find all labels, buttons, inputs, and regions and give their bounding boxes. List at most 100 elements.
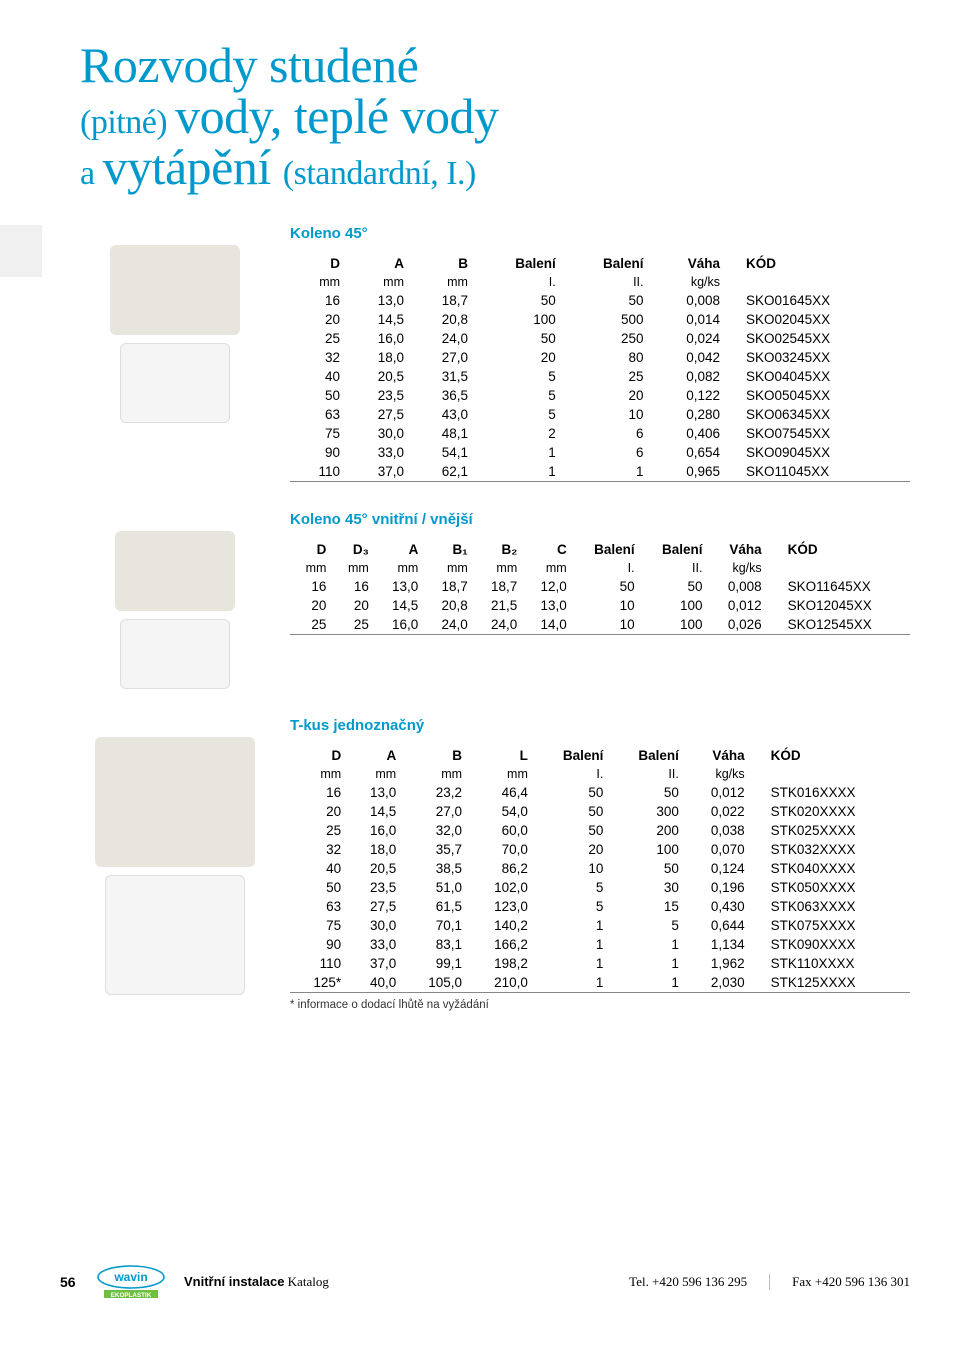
table-koleno-45-vnitrni: DD₃AB₁B₂CBaleníBaleníVáhaKÓDmmmmmmmmmmmm… bbox=[290, 540, 910, 636]
table-cell: 0,038 bbox=[685, 821, 751, 840]
table-cell: 20 bbox=[290, 310, 346, 329]
table-cell: 16 bbox=[290, 577, 332, 596]
table-cell: 63 bbox=[290, 405, 346, 424]
table-cell: 24,0 bbox=[474, 615, 523, 635]
table-cell: SKO05045XX bbox=[726, 386, 910, 405]
table-cell: 27,0 bbox=[410, 348, 474, 367]
table-cell: 5 bbox=[474, 386, 562, 405]
table-cell: 14,5 bbox=[375, 596, 424, 615]
table-cell: 13,0 bbox=[375, 577, 424, 596]
table-cell: 1 bbox=[609, 973, 684, 993]
table-row: 2516,032,060,0502000,038STK025XXXX bbox=[290, 821, 910, 840]
table-cell: 70,1 bbox=[402, 916, 468, 935]
table-row: 161613,018,718,712,050500,008SKO11645XX bbox=[290, 577, 910, 596]
table-cell: 27,0 bbox=[402, 802, 468, 821]
table-cell: 100 bbox=[609, 840, 684, 859]
table-cell: 20,8 bbox=[424, 596, 473, 615]
table-cell: 27,5 bbox=[346, 405, 410, 424]
col-header: KÓD bbox=[768, 540, 910, 559]
col-unit: kg/ks bbox=[708, 559, 767, 577]
col-unit: mm bbox=[290, 559, 332, 577]
col-header: KÓD bbox=[726, 254, 910, 273]
table-row: 3218,035,770,0201000,070STK032XXXX bbox=[290, 840, 910, 859]
table-cell: 50 bbox=[290, 386, 346, 405]
table-cell: 0,012 bbox=[685, 783, 751, 802]
section-title: T-kus jednoznačný bbox=[290, 717, 910, 734]
table-cell: 27,5 bbox=[347, 897, 402, 916]
table-cell: 51,0 bbox=[402, 878, 468, 897]
table-cell: 0,965 bbox=[650, 462, 727, 482]
table-row: 7530,048,1260,406SKO07545XX bbox=[290, 424, 910, 443]
table-cell: 40,0 bbox=[347, 973, 402, 993]
table-cell: 0,196 bbox=[685, 878, 751, 897]
col-header: Balení bbox=[573, 540, 641, 559]
table-cell: 23,5 bbox=[346, 386, 410, 405]
table-cell: 25 bbox=[290, 615, 332, 635]
col-header: Váha bbox=[708, 540, 767, 559]
col-header: D bbox=[290, 254, 346, 273]
col-unit: mm bbox=[290, 765, 347, 783]
table-cell: 16 bbox=[332, 577, 374, 596]
table-cell: 46,4 bbox=[468, 783, 534, 802]
table-cell: 0,644 bbox=[685, 916, 751, 935]
col-unit: mm bbox=[523, 559, 572, 577]
table-row: 7530,070,1140,2150,644STK075XXXX bbox=[290, 916, 910, 935]
col-header: Balení bbox=[609, 746, 684, 765]
table-cell: 100 bbox=[641, 615, 709, 635]
table-cell: 83,1 bbox=[402, 935, 468, 954]
title-line3-b: (standardní, I.) bbox=[283, 155, 476, 192]
table-cell: 13,0 bbox=[346, 291, 410, 310]
table-cell: STK020XXXX bbox=[751, 802, 910, 821]
table-cell: 0,070 bbox=[685, 840, 751, 859]
table-cell: 62,1 bbox=[410, 462, 474, 482]
col-header: A bbox=[347, 746, 402, 765]
table-cell: 37,0 bbox=[346, 462, 410, 482]
table-cell: 16 bbox=[290, 783, 347, 802]
table-cell: 54,0 bbox=[468, 802, 534, 821]
footer-contacts: Tel. +420 596 136 295 Fax +420 596 136 3… bbox=[629, 1274, 910, 1290]
table-row: 5023,551,0102,05300,196STK050XXXX bbox=[290, 878, 910, 897]
col-unit: mm bbox=[424, 559, 473, 577]
table-cell: 50 bbox=[609, 859, 684, 878]
table-tkus: DABLBaleníBaleníVáhaKÓDmmmmmmmmI.II.kg/k… bbox=[290, 746, 910, 994]
table-cell: STK032XXXX bbox=[751, 840, 910, 859]
table-koleno-45: DABBaleníBaleníVáhaKÓDmmmmmmI.II.kg/ks16… bbox=[290, 254, 910, 483]
table-cell: 32 bbox=[290, 840, 347, 859]
table-cell: 0,012 bbox=[708, 596, 767, 615]
table-cell: STK025XXXX bbox=[751, 821, 910, 840]
table-cell: 300 bbox=[609, 802, 684, 821]
title-line2-big: vody, teplé vody bbox=[175, 88, 498, 144]
col-header: D bbox=[290, 746, 347, 765]
page-number: 56 bbox=[60, 1274, 96, 1290]
col-header: A bbox=[375, 540, 424, 559]
table-cell: 50 bbox=[290, 878, 347, 897]
col-header: KÓD bbox=[751, 746, 910, 765]
table-row: 4020,531,55250,082SKO04045XX bbox=[290, 367, 910, 386]
table-cell: STK040XXXX bbox=[751, 859, 910, 878]
table-cell: 50 bbox=[474, 291, 562, 310]
table-row: 252516,024,024,014,0101000,026SKO12545XX bbox=[290, 615, 910, 635]
table-cell: 18,7 bbox=[424, 577, 473, 596]
table-cell: 20 bbox=[332, 596, 374, 615]
table-cell: STK110XXXX bbox=[751, 954, 910, 973]
table-row: 2014,520,81005000,014SKO02045XX bbox=[290, 310, 910, 329]
table-row: 4020,538,586,210500,124STK040XXXX bbox=[290, 859, 910, 878]
table-cell: 5 bbox=[534, 897, 609, 916]
product-diagram-elbow45-io bbox=[120, 619, 230, 689]
table-cell: STK090XXXX bbox=[751, 935, 910, 954]
table-cell: 1 bbox=[474, 443, 562, 462]
col-header: Balení bbox=[641, 540, 709, 559]
table-cell: 21,5 bbox=[474, 596, 523, 615]
section-title: Koleno 45° bbox=[290, 225, 910, 242]
col-header: Váha bbox=[685, 746, 751, 765]
table-cell: 14,5 bbox=[346, 310, 410, 329]
table-row: 2014,527,054,0503000,022STK020XXXX bbox=[290, 802, 910, 821]
col-header: D bbox=[290, 540, 332, 559]
table-cell: 14,5 bbox=[347, 802, 402, 821]
col-unit bbox=[726, 273, 910, 291]
table-cell: 18,7 bbox=[410, 291, 474, 310]
table-cell: 1 bbox=[534, 973, 609, 993]
table-cell: 0,022 bbox=[685, 802, 751, 821]
table-cell: STK063XXXX bbox=[751, 897, 910, 916]
table-cell: 500 bbox=[562, 310, 650, 329]
